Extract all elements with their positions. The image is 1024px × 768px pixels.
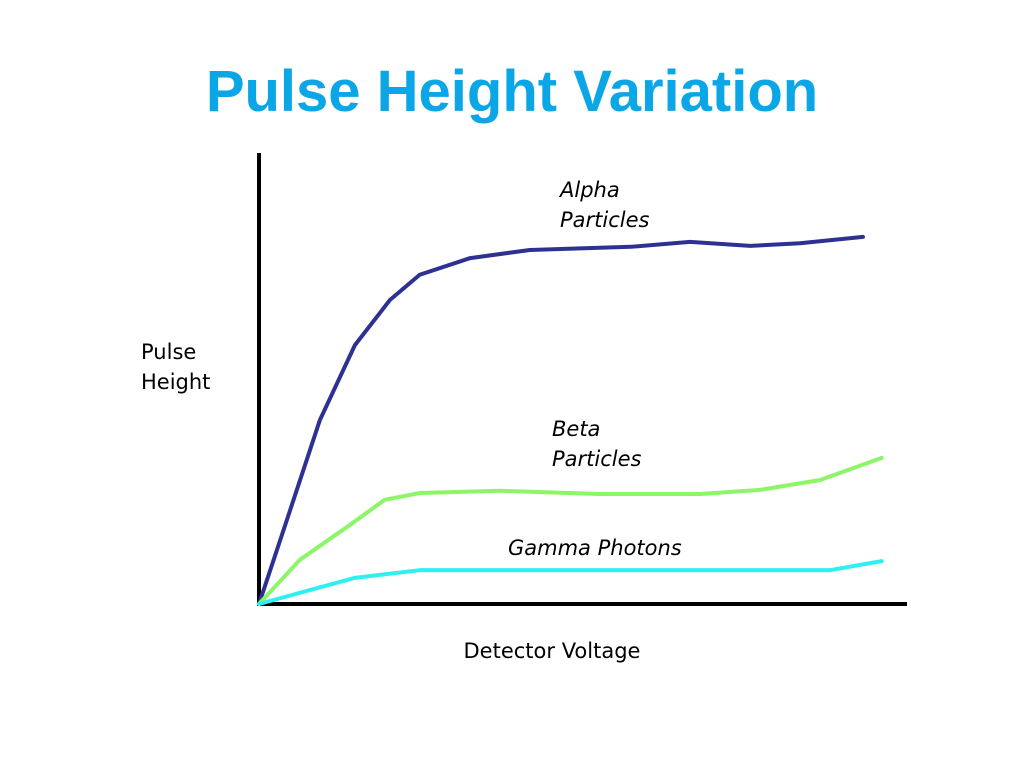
series-label: Gamma Photons (508, 536, 682, 560)
y-axis-label: Pulse Height (141, 340, 211, 394)
chart-title: Pulse Height Variation (205, 59, 819, 124)
series-line (257, 234, 865, 606)
series-line (257, 559, 884, 606)
series-label: Beta Particles (552, 417, 642, 471)
x-axis-label: Detector Voltage (463, 639, 641, 663)
series-label: Alpha Particles (560, 178, 650, 232)
series-line (257, 455, 884, 606)
